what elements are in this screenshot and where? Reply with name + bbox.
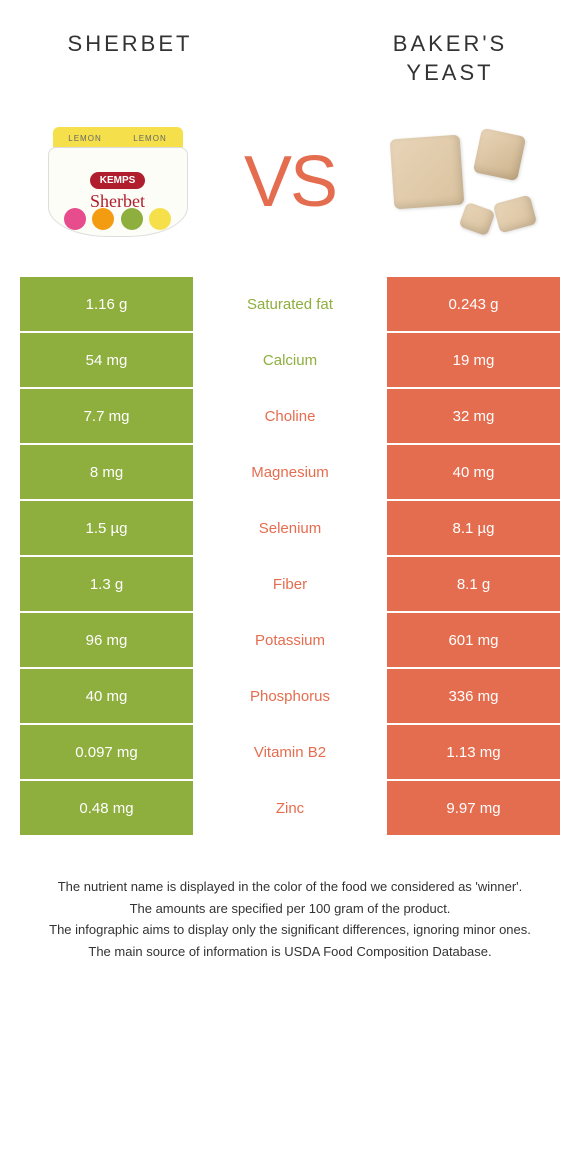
fruit-icon (64, 208, 86, 230)
table-row: 1.3 gFiber8.1 g (20, 557, 560, 613)
left-value: 1.3 g (20, 557, 195, 613)
yeast-block-icon (473, 128, 526, 181)
right-value: 32 mg (385, 389, 560, 445)
hero-row: LEMON LEMON KEMPS Sherbet VS (0, 97, 580, 277)
note-line: The main source of information is USDA F… (30, 942, 550, 962)
fruit-icon (92, 208, 114, 230)
table-row: 0.48 mgZinc9.97 mg (20, 781, 560, 837)
yeast-block-icon (390, 135, 465, 210)
nutrient-label: Fiber (195, 557, 385, 613)
nutrient-table: 1.16 gSaturated fat0.243 g54 mgCalcium19… (20, 277, 560, 837)
title-left: Sherbet (40, 30, 220, 87)
right-value: 336 mg (385, 669, 560, 725)
yeast-image (380, 117, 545, 247)
note-line: The amounts are specified per 100 gram o… (30, 899, 550, 919)
table-row: 40 mgPhosphorus336 mg (20, 669, 560, 725)
yeast-block-icon (493, 195, 537, 234)
left-value: 0.097 mg (20, 725, 195, 781)
left-value: 7.7 mg (20, 389, 195, 445)
header: Sherbet Baker's yeast (0, 0, 580, 97)
left-value: 0.48 mg (20, 781, 195, 837)
right-value: 9.97 mg (385, 781, 560, 837)
left-value: 1.16 g (20, 277, 195, 333)
footnotes: The nutrient name is displayed in the co… (30, 877, 550, 961)
right-value: 8.1 µg (385, 501, 560, 557)
nutrient-label: Choline (195, 389, 385, 445)
table-row: 96 mgPotassium601 mg (20, 613, 560, 669)
yeast-block-icon (459, 202, 496, 237)
table-row: 1.5 µgSelenium8.1 µg (20, 501, 560, 557)
right-value: 601 mg (385, 613, 560, 669)
nutrient-label: Potassium (195, 613, 385, 669)
table-row: 0.097 mgVitamin B21.13 mg (20, 725, 560, 781)
sherbet-lid: LEMON LEMON (53, 127, 183, 149)
left-value: 1.5 µg (20, 501, 195, 557)
nutrient-label: Saturated fat (195, 277, 385, 333)
nutrient-label: Calcium (195, 333, 385, 389)
fruit-icon (121, 208, 143, 230)
table-row: 7.7 mgCholine32 mg (20, 389, 560, 445)
note-line: The nutrient name is displayed in the co… (30, 877, 550, 897)
note-line: The infographic aims to display only the… (30, 920, 550, 940)
right-value: 40 mg (385, 445, 560, 501)
sherbet-body: KEMPS Sherbet (48, 147, 188, 237)
nutrient-label: Zinc (195, 781, 385, 837)
nutrient-label: Phosphorus (195, 669, 385, 725)
right-value: 8.1 g (385, 557, 560, 613)
right-value: 1.13 mg (385, 725, 560, 781)
nutrient-label: Selenium (195, 501, 385, 557)
left-value: 8 mg (20, 445, 195, 501)
left-value: 96 mg (20, 613, 195, 669)
right-value: 19 mg (385, 333, 560, 389)
fruit-icon (149, 208, 171, 230)
sherbet-image: LEMON LEMON KEMPS Sherbet (35, 117, 200, 247)
table-row: 1.16 gSaturated fat0.243 g (20, 277, 560, 333)
table-row: 54 mgCalcium19 mg (20, 333, 560, 389)
right-value: 0.243 g (385, 277, 560, 333)
table-row: 8 mgMagnesium40 mg (20, 445, 560, 501)
left-value: 54 mg (20, 333, 195, 389)
left-value: 40 mg (20, 669, 195, 725)
vs-text: VS (244, 141, 336, 223)
title-right: Baker's yeast (360, 30, 540, 87)
nutrient-label: Vitamin B2 (195, 725, 385, 781)
nutrient-label: Magnesium (195, 445, 385, 501)
sherbet-brand: KEMPS (90, 172, 146, 189)
